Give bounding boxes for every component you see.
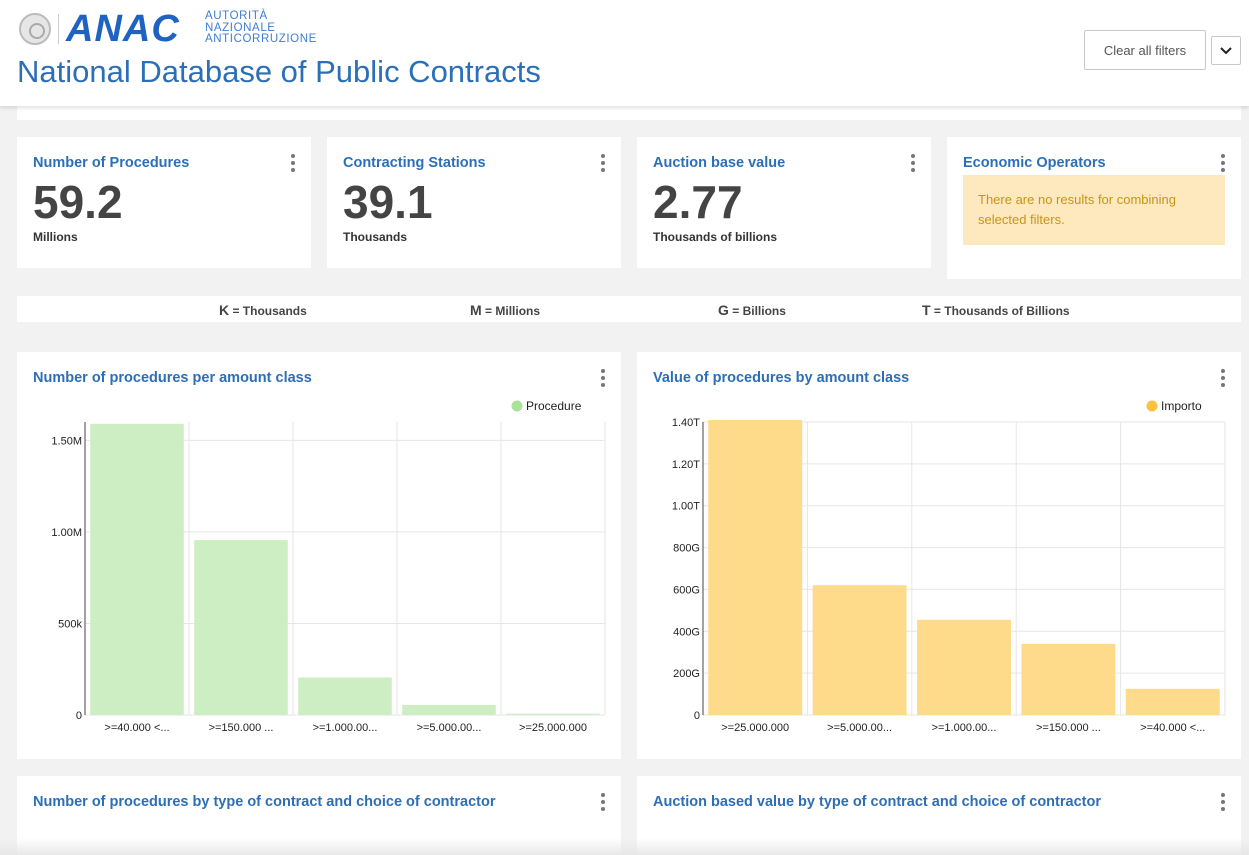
- x-tick-label: >=40.000 <...: [1140, 722, 1205, 734]
- y-tick-label: 600G: [673, 584, 700, 596]
- kpi-card-procedures: Number of Procedures 59.2 Millions: [17, 137, 311, 268]
- chart-card-value-per-class: Value of procedures by amount class 0 200…: [637, 352, 1241, 759]
- kpi-value: 59.2: [33, 176, 123, 228]
- anac-logo[interactable]: ANAC: [66, 8, 180, 50]
- kpi-unit: Millions: [33, 230, 78, 244]
- kpi-card-contracting-stations: Contracting Stations 39.1 Thousands: [327, 137, 621, 268]
- bar: [402, 704, 496, 715]
- y-tick-label: 1.00M: [51, 527, 82, 539]
- no-results-alert: There are no results for combining selec…: [963, 175, 1225, 245]
- chart-card-procedures-per-class: Number of procedures per amount class 0 5…: [17, 352, 621, 759]
- y-tick-label: 1.20T: [672, 459, 700, 471]
- x-tick-label: >=150.000 ...: [209, 722, 274, 734]
- chart-title: Number of procedures by type of contract…: [33, 794, 496, 810]
- filters-toggle-button[interactable]: [1211, 36, 1241, 65]
- anac-logo-text: AUTORITÀ NAZIONALE ANTICORRUZIONE: [205, 10, 317, 46]
- scroll-fade: [0, 838, 1249, 855]
- kpi-unit: Thousands: [343, 230, 408, 244]
- x-tick-label: >=5.000.00...: [417, 722, 482, 734]
- logo-line: AUTORITÀ: [205, 10, 268, 22]
- chevron-down-icon: [1220, 46, 1232, 54]
- unit-symbol: T: [922, 302, 931, 318]
- y-tick-label: 800G: [673, 543, 700, 555]
- logo-divider: [58, 14, 59, 44]
- app-header: ANAC AUTORITÀ NAZIONALE ANTICORRUZIONE N…: [0, 0, 1249, 106]
- x-tick-label: >=1.000.00...: [313, 722, 378, 734]
- unit-symbol: M: [470, 302, 482, 318]
- unit-legend-item: K = Thousands: [219, 302, 307, 318]
- unit-legend: K = Thousands M = Millions G = Billions …: [17, 296, 1241, 322]
- bar: [812, 585, 907, 715]
- x-tick-label: >=1.000.00...: [932, 722, 997, 734]
- bar: [1125, 688, 1220, 715]
- legend-label: Importo: [1161, 399, 1202, 413]
- logo-line: ANTICORRUZIONE: [205, 33, 317, 45]
- y-tick-label: 0: [76, 710, 82, 722]
- bar: [506, 713, 600, 715]
- legend-swatch: [511, 400, 523, 412]
- kpi-card-auction-base-value: Auction base value 2.77 Thousands of bil…: [637, 137, 931, 268]
- chart-title: Auction based value by type of contract …: [653, 794, 1101, 810]
- y-tick-label: 0: [694, 710, 700, 722]
- bar: [194, 540, 288, 715]
- more-options-icon[interactable]: [909, 154, 917, 172]
- republic-emblem-icon: [19, 13, 51, 45]
- kpi-card-economic-operators: Economic Operators There are no results …: [947, 137, 1241, 279]
- more-options-icon[interactable]: [1219, 154, 1227, 172]
- unit-meaning: = Thousands: [232, 304, 307, 318]
- procedures-bar-chart: 0 500k 1.00M 1.50M >=40.000 <... >=150.000 ..…: [51, 399, 606, 734]
- unit-symbol: K: [219, 302, 230, 318]
- page-title: National Database of Public Contracts: [17, 54, 541, 89]
- kpi-value: 39.1: [343, 176, 433, 228]
- y-tick-label: 400G: [673, 626, 700, 638]
- kpi-title: Contracting Stations: [343, 155, 486, 171]
- bar: [917, 619, 1011, 715]
- clear-all-filters-button[interactable]: Clear all filters: [1084, 30, 1206, 70]
- unit-meaning: = Thousands of Billions: [933, 304, 1070, 318]
- bar: [1021, 643, 1116, 715]
- filter-strip: [17, 106, 1241, 120]
- unit-legend-item: M = Millions: [470, 302, 540, 318]
- chart-title: Number of procedures per amount class: [33, 370, 312, 386]
- kpi-value: 2.77: [653, 176, 743, 228]
- x-tick-label: >=40.000 <...: [104, 722, 169, 734]
- kpi-unit: Thousands of billions: [653, 230, 777, 244]
- logo-line: NAZIONALE: [205, 21, 276, 34]
- bar: [298, 677, 392, 715]
- more-options-icon[interactable]: [1219, 793, 1227, 811]
- chart-title: Value of procedures by amount class: [653, 370, 910, 386]
- legend-label: Procedure: [526, 399, 582, 413]
- x-tick-label: >=25.000.000: [721, 722, 789, 734]
- bar: [90, 423, 184, 715]
- unit-meaning: = Billions: [732, 304, 786, 318]
- unit-legend-item: G = Billions: [718, 302, 786, 318]
- y-tick-label: 1.00T: [672, 501, 700, 513]
- more-options-icon[interactable]: [1219, 369, 1227, 387]
- legend-swatch: [1146, 400, 1158, 412]
- y-tick-label: 200G: [673, 668, 700, 680]
- value-bar-chart: 0 200G 400G 600G 800G 1.00T 1.20T 1.40T >=25.000…: [672, 399, 1226, 734]
- more-options-icon[interactable]: [599, 793, 607, 811]
- bar: [708, 420, 803, 715]
- unit-legend-item: T = Thousands of Billions: [922, 302, 1070, 318]
- unit-symbol: G: [718, 302, 729, 318]
- x-tick-label: >=150.000 ...: [1036, 722, 1101, 734]
- y-tick-label: 1.40T: [672, 417, 700, 429]
- kpi-title: Auction base value: [653, 155, 786, 171]
- unit-meaning: = Millions: [485, 304, 541, 318]
- kpi-title: Number of Procedures: [33, 155, 190, 171]
- more-options-icon[interactable]: [599, 369, 607, 387]
- y-tick-label: 500k: [58, 618, 82, 630]
- more-options-icon[interactable]: [289, 154, 297, 172]
- kpi-title: Economic Operators: [963, 155, 1106, 171]
- x-tick-label: >=5.000.00...: [827, 722, 892, 734]
- y-tick-label: 1.50M: [51, 435, 82, 447]
- x-tick-label: >=25.000.000: [519, 722, 587, 734]
- more-options-icon[interactable]: [599, 154, 607, 172]
